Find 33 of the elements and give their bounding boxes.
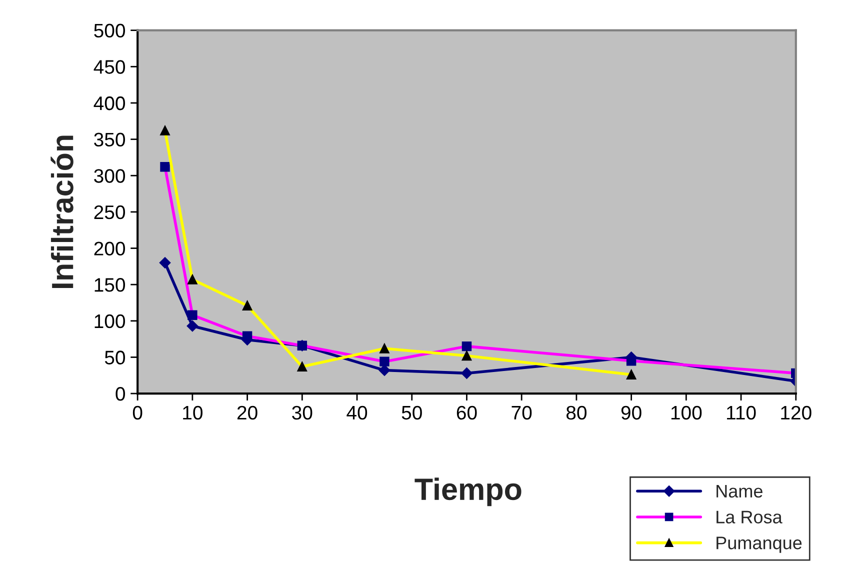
x-tick-label: 30 (292, 406, 312, 420)
y-tick-label: 150 (94, 278, 126, 292)
x-tick-label: 0 (132, 406, 142, 420)
x-tick-label: 120 (781, 406, 812, 420)
point (461, 368, 472, 379)
x-tick-label: 100 (671, 406, 702, 420)
y-tick-label: 450 (94, 60, 126, 74)
x-tick-label: 10 (183, 406, 202, 420)
point (378, 364, 390, 376)
x-tick-label: 40 (346, 406, 368, 420)
x-tick-label: 20 (237, 406, 258, 420)
y-tick-label: 100 (94, 314, 126, 328)
y-tick-label: 0 (116, 387, 126, 401)
x-axis-title: Tiempo (414, 478, 522, 506)
y-axis-title: Infiltración (50, 136, 74, 288)
y-tick-label: 250 (94, 205, 126, 220)
legend-label: Pumanque (716, 536, 802, 553)
y-tick-label: 350 (94, 132, 126, 147)
y-tick-label: 50 (104, 350, 126, 364)
y-tick-label: 500 (94, 24, 126, 38)
legend-label: La Rosa (716, 510, 782, 524)
legend-label: Name (716, 485, 762, 498)
y-tick-label: 300 (94, 169, 126, 183)
x-tick-label: 50 (402, 406, 422, 420)
y-tick-label: 200 (94, 242, 126, 256)
x-tick-label: 80 (566, 406, 587, 420)
x-tick-label: 70 (512, 406, 532, 420)
point (159, 257, 171, 268)
point (186, 320, 198, 332)
x-tick-label: 60 (456, 406, 477, 420)
x-tick-label: 90 (621, 406, 642, 420)
y-tick-label: 400 (94, 96, 126, 110)
x-tick-label: 110 (727, 406, 756, 420)
